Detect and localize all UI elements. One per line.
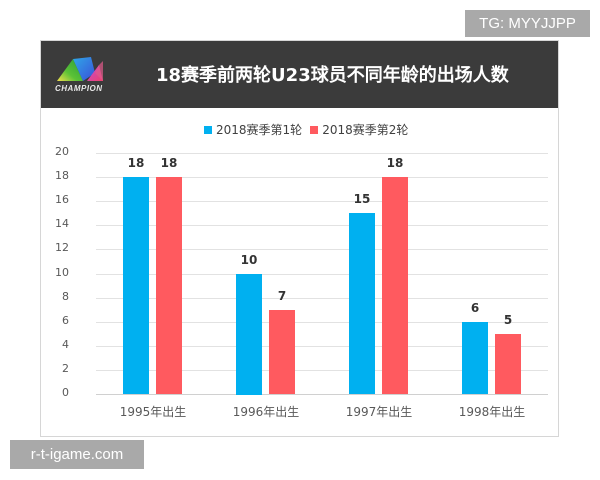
y-tick-label: 20 bbox=[55, 145, 69, 158]
data-label: 18 bbox=[386, 156, 404, 170]
bar-round2[interactable] bbox=[269, 310, 295, 394]
data-label: 5 bbox=[503, 313, 513, 327]
gridline bbox=[96, 322, 548, 323]
x-category-label: 1998年出生 bbox=[458, 405, 526, 419]
data-label: 18 bbox=[127, 156, 145, 170]
x-category-label: 1995年出生 bbox=[119, 405, 187, 419]
gridline bbox=[96, 201, 548, 202]
bar-round1[interactable] bbox=[462, 322, 488, 394]
y-tick-label: 10 bbox=[55, 266, 69, 279]
data-label: 10 bbox=[240, 253, 258, 267]
gridline bbox=[96, 177, 548, 178]
data-label: 18 bbox=[160, 156, 178, 170]
watermark-site: r-t-igame.com bbox=[10, 440, 144, 469]
gridline bbox=[96, 370, 548, 371]
gridline bbox=[96, 394, 548, 395]
champion-logo-icon bbox=[57, 57, 103, 81]
logo-text: CHAMPION bbox=[55, 84, 103, 93]
bar-round2[interactable] bbox=[156, 177, 182, 394]
y-tick-label: 14 bbox=[55, 217, 69, 230]
gridline bbox=[96, 249, 548, 250]
gridline bbox=[96, 346, 548, 347]
data-label: 15 bbox=[353, 192, 371, 206]
plot-area: 0 2 4 6 8 10 12 14 16 18 20 18 18 1995年出生 10 7 1996年出生 15… bbox=[41, 41, 560, 438]
legend-swatch-red bbox=[310, 125, 319, 134]
legend-swatch-blue bbox=[204, 125, 212, 134]
chart-card: CHAMPION 18赛季前两轮U23球员不同年龄的出场人数 2018赛季第1轮… bbox=[40, 40, 559, 437]
y-tick-label: 6 bbox=[62, 314, 69, 327]
x-category-label: 1997年出生 bbox=[345, 405, 413, 419]
bar-round1[interactable] bbox=[123, 177, 149, 394]
data-label: 6 bbox=[470, 301, 480, 315]
chart-legend: 2018赛季第1轮 2018赛季第2轮 bbox=[204, 121, 416, 138]
bar-round2[interactable] bbox=[495, 334, 521, 394]
x-category-label: 1996年出生 bbox=[232, 405, 300, 419]
legend-item-series2: 2018赛季第2轮 bbox=[310, 121, 408, 138]
data-label: 7 bbox=[277, 289, 287, 303]
gridline bbox=[96, 225, 548, 226]
y-tick-label: 0 bbox=[62, 386, 69, 399]
chart-header: CHAMPION 18赛季前两轮U23球员不同年龄的出场人数 bbox=[41, 41, 558, 108]
y-tick-label: 4 bbox=[62, 338, 69, 351]
y-tick-label: 12 bbox=[55, 241, 69, 254]
chart-title: 18赛季前两轮U23球员不同年龄的出场人数 bbox=[156, 65, 509, 86]
bar-round1[interactable] bbox=[236, 274, 262, 395]
y-tick-label: 18 bbox=[55, 169, 69, 182]
gridline bbox=[96, 153, 548, 154]
gridline bbox=[96, 298, 548, 299]
gridline bbox=[96, 274, 548, 275]
watermark-tg: TG: MYYJJPP bbox=[465, 10, 590, 37]
y-tick-label: 16 bbox=[55, 193, 69, 206]
bar-round1[interactable] bbox=[349, 213, 375, 394]
bar-round2[interactable] bbox=[382, 177, 408, 394]
y-tick-label: 2 bbox=[62, 362, 69, 375]
legend-item-series1: 2018赛季第1轮 bbox=[204, 121, 302, 138]
legend-label: 2018赛季第1轮 bbox=[216, 123, 303, 137]
y-tick-label: 8 bbox=[62, 290, 69, 303]
legend-label: 2018赛季第2轮 bbox=[322, 123, 409, 137]
